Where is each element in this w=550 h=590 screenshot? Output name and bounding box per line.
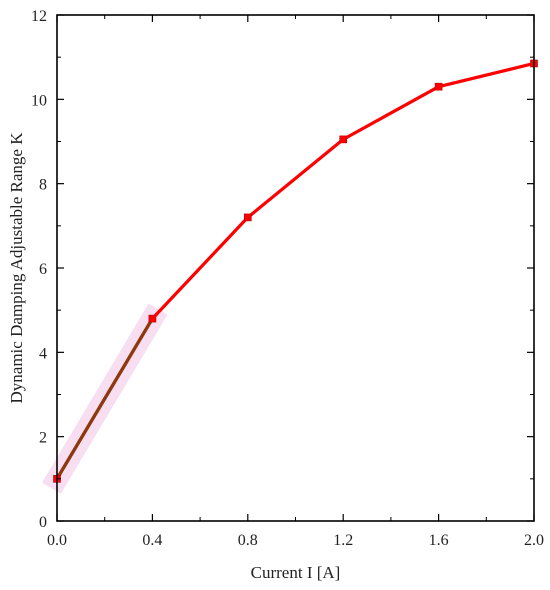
y-tick-label: 6 bbox=[39, 261, 47, 278]
series-layer bbox=[55, 61, 536, 481]
tick-label-layer: 0.0 0.4 0.8 1.2 1.6 2.0 0 2 4 6 8 10 12 bbox=[31, 8, 544, 549]
y-tick-label: 0 bbox=[39, 514, 47, 531]
y-tick-label: 4 bbox=[39, 345, 47, 362]
series-line bbox=[55, 61, 536, 481]
x-tick-label: 0.4 bbox=[142, 532, 162, 549]
x-tick-label: 1.2 bbox=[333, 532, 353, 549]
y-tick-label: 12 bbox=[31, 8, 47, 25]
data-point-marker bbox=[244, 213, 252, 222]
plot-frame bbox=[56, 14, 535, 522]
marker-layer bbox=[53, 59, 538, 483]
y-axis-label: Dynamic Damping Adjustable Range K bbox=[7, 132, 26, 404]
x-tick-label: 1.6 bbox=[429, 532, 449, 549]
tick-layer bbox=[56, 14, 535, 522]
x-axis-label: Current I [A] bbox=[251, 563, 341, 582]
y-tick-label: 2 bbox=[39, 430, 47, 447]
y-tick-label: 8 bbox=[39, 177, 47, 194]
data-point-marker bbox=[339, 135, 348, 144]
highlight-segment-line bbox=[55, 317, 154, 481]
x-tick-label: 0.8 bbox=[238, 532, 258, 549]
data-point-marker bbox=[434, 82, 443, 91]
y-tick-label: 10 bbox=[31, 92, 47, 109]
x-tick-label: 0.0 bbox=[47, 532, 67, 549]
x-tick-label: 2.0 bbox=[524, 532, 544, 549]
data-point-marker bbox=[148, 314, 157, 323]
